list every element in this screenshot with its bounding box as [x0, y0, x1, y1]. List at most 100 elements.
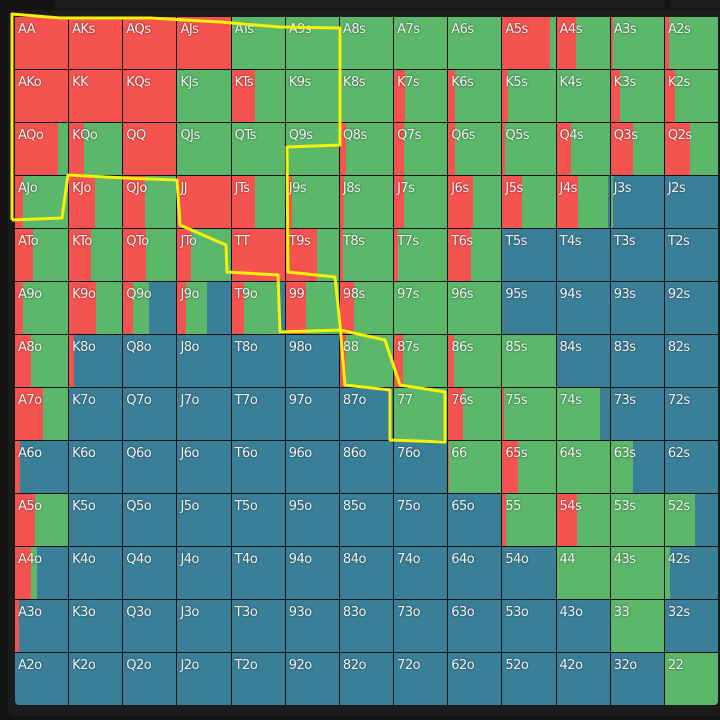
hand-cell-63o[interactable]: 63o [448, 600, 502, 652]
hand-cell-Q5s[interactable]: Q5s [502, 123, 556, 175]
hand-cell-K3o[interactable]: K3o [69, 600, 123, 652]
hand-cell-53o[interactable]: 53o [502, 600, 556, 652]
hand-cell-J6o[interactable]: J6o [177, 441, 231, 493]
hand-cell-Q6s[interactable]: Q6s [448, 123, 502, 175]
hand-cell-KK[interactable]: KK [69, 70, 123, 122]
hand-cell-52o[interactable]: 52o [502, 653, 556, 705]
hand-cell-97o[interactable]: 97o [285, 388, 339, 440]
hand-cell-J7o[interactable]: J7o [177, 388, 231, 440]
hand-cell-A8s[interactable]: A8s [339, 17, 394, 69]
hand-cell-A2o[interactable]: A2o [15, 653, 69, 705]
hand-cell-55[interactable]: 55 [502, 494, 556, 546]
hand-cell-J4o[interactable]: J4o [177, 547, 231, 599]
hand-cell-A9s[interactable]: A9s [285, 17, 339, 69]
hand-cell-J2s[interactable]: J2s [664, 176, 718, 228]
hand-cell-62s[interactable]: 62s [664, 441, 718, 493]
hand-cell-33[interactable]: 33 [610, 600, 664, 652]
hand-cell-KJs[interactable]: KJs [177, 70, 231, 122]
hand-cell-75o[interactable]: 75o [394, 494, 448, 546]
hand-cell-94s[interactable]: 94s [556, 282, 610, 334]
hand-cell-Q9s[interactable]: Q9s [285, 123, 339, 175]
hand-cell-AKo[interactable]: AKo [15, 70, 69, 122]
hand-cell-T9s[interactable]: T9s [285, 229, 339, 281]
hand-cell-92o[interactable]: 92o [285, 653, 339, 705]
hand-cell-Q9o[interactable]: Q9o [123, 282, 177, 334]
hand-cell-96s[interactable]: 96s [448, 282, 502, 334]
hand-cell-K4o[interactable]: K4o [69, 547, 123, 599]
hand-cell-J3o[interactable]: J3o [177, 600, 231, 652]
hand-cell-93s[interactable]: 93s [610, 282, 664, 334]
hand-cell-98s[interactable]: 98s [339, 282, 394, 334]
hand-cell-T7s[interactable]: T7s [394, 229, 448, 281]
hand-cell-95s[interactable]: 95s [502, 282, 556, 334]
hand-cell-K7s[interactable]: K7s [394, 70, 448, 122]
hand-cell-KQs[interactable]: KQs [123, 70, 177, 122]
hand-cell-KQo[interactable]: KQo [69, 123, 123, 175]
hand-cell-T6s[interactable]: T6s [448, 229, 502, 281]
hand-cell-85o[interactable]: 85o [339, 494, 394, 546]
hand-cell-A3o[interactable]: A3o [15, 600, 69, 652]
hand-cell-A2s[interactable]: A2s [664, 17, 718, 69]
hand-cell-Q5o[interactable]: Q5o [123, 494, 177, 546]
hand-cell-74s[interactable]: 74s [556, 388, 610, 440]
hand-cell-KTo[interactable]: KTo [69, 229, 123, 281]
hand-cell-J5s[interactable]: J5s [502, 176, 556, 228]
hand-cell-62o[interactable]: 62o [448, 653, 502, 705]
hand-cell-J9s[interactable]: J9s [285, 176, 339, 228]
hand-cell-T3o[interactable]: T3o [231, 600, 285, 652]
hand-cell-J7s[interactable]: J7s [394, 176, 448, 228]
hand-cell-A7s[interactable]: A7s [394, 17, 448, 69]
hand-cell-Q7o[interactable]: Q7o [123, 388, 177, 440]
hand-cell-85s[interactable]: 85s [502, 335, 556, 387]
hand-cell-86o[interactable]: 86o [339, 441, 394, 493]
hand-cell-A4o[interactable]: A4o [15, 547, 69, 599]
hand-cell-87o[interactable]: 87o [339, 388, 394, 440]
hand-cell-44[interactable]: 44 [556, 547, 610, 599]
hand-cell-T8s[interactable]: T8s [339, 229, 394, 281]
hand-cell-AKs[interactable]: AKs [69, 17, 123, 69]
hand-cell-J6s[interactable]: J6s [448, 176, 502, 228]
hand-cell-A8o[interactable]: A8o [15, 335, 69, 387]
hand-cell-JTs[interactable]: JTs [231, 176, 285, 228]
hand-cell-52s[interactable]: 52s [664, 494, 718, 546]
hand-cell-K3s[interactable]: K3s [610, 70, 664, 122]
hand-cell-K8o[interactable]: K8o [69, 335, 123, 387]
hand-cell-97s[interactable]: 97s [394, 282, 448, 334]
hand-cell-K2s[interactable]: K2s [664, 70, 718, 122]
hand-cell-83o[interactable]: 83o [339, 600, 394, 652]
hand-cell-66[interactable]: 66 [448, 441, 502, 493]
hand-cell-A3s[interactable]: A3s [610, 17, 664, 69]
hand-cell-73s[interactable]: 73s [610, 388, 664, 440]
hand-cell-64o[interactable]: 64o [448, 547, 502, 599]
hand-cell-KJo[interactable]: KJo [69, 176, 123, 228]
hand-cell-T9o[interactable]: T9o [231, 282, 285, 334]
hand-cell-Q8s[interactable]: Q8s [339, 123, 394, 175]
hand-cell-42o[interactable]: 42o [556, 653, 610, 705]
hand-cell-QTs[interactable]: QTs [231, 123, 285, 175]
hand-cell-AQs[interactable]: AQs [123, 17, 177, 69]
hand-cell-K5s[interactable]: K5s [502, 70, 556, 122]
hand-cell-74o[interactable]: 74o [394, 547, 448, 599]
hand-cell-32s[interactable]: 32s [664, 600, 718, 652]
hand-cell-A6o[interactable]: A6o [15, 441, 69, 493]
hand-cell-T4s[interactable]: T4s [556, 229, 610, 281]
hand-cell-54o[interactable]: 54o [502, 547, 556, 599]
hand-cell-K6s[interactable]: K6s [448, 70, 502, 122]
hand-cell-JJ[interactable]: JJ [177, 176, 231, 228]
hand-cell-A5s[interactable]: A5s [502, 17, 556, 69]
hand-cell-65s[interactable]: 65s [502, 441, 556, 493]
hand-cell-A6s[interactable]: A6s [448, 17, 502, 69]
hand-cell-96o[interactable]: 96o [285, 441, 339, 493]
hand-cell-K9o[interactable]: K9o [69, 282, 123, 334]
hand-cell-T2s[interactable]: T2s [664, 229, 718, 281]
hand-cell-82o[interactable]: 82o [339, 653, 394, 705]
hand-cell-Q4s[interactable]: Q4s [556, 123, 610, 175]
hand-cell-J8s[interactable]: J8s [339, 176, 394, 228]
hand-cell-K6o[interactable]: K6o [69, 441, 123, 493]
hand-cell-A4s[interactable]: A4s [556, 17, 610, 69]
hand-cell-83s[interactable]: 83s [610, 335, 664, 387]
hand-cell-JTo[interactable]: JTo [177, 229, 231, 281]
hand-cell-ATs[interactable]: ATs [231, 17, 285, 69]
hand-cell-T7o[interactable]: T7o [231, 388, 285, 440]
hand-cell-Q3s[interactable]: Q3s [610, 123, 664, 175]
